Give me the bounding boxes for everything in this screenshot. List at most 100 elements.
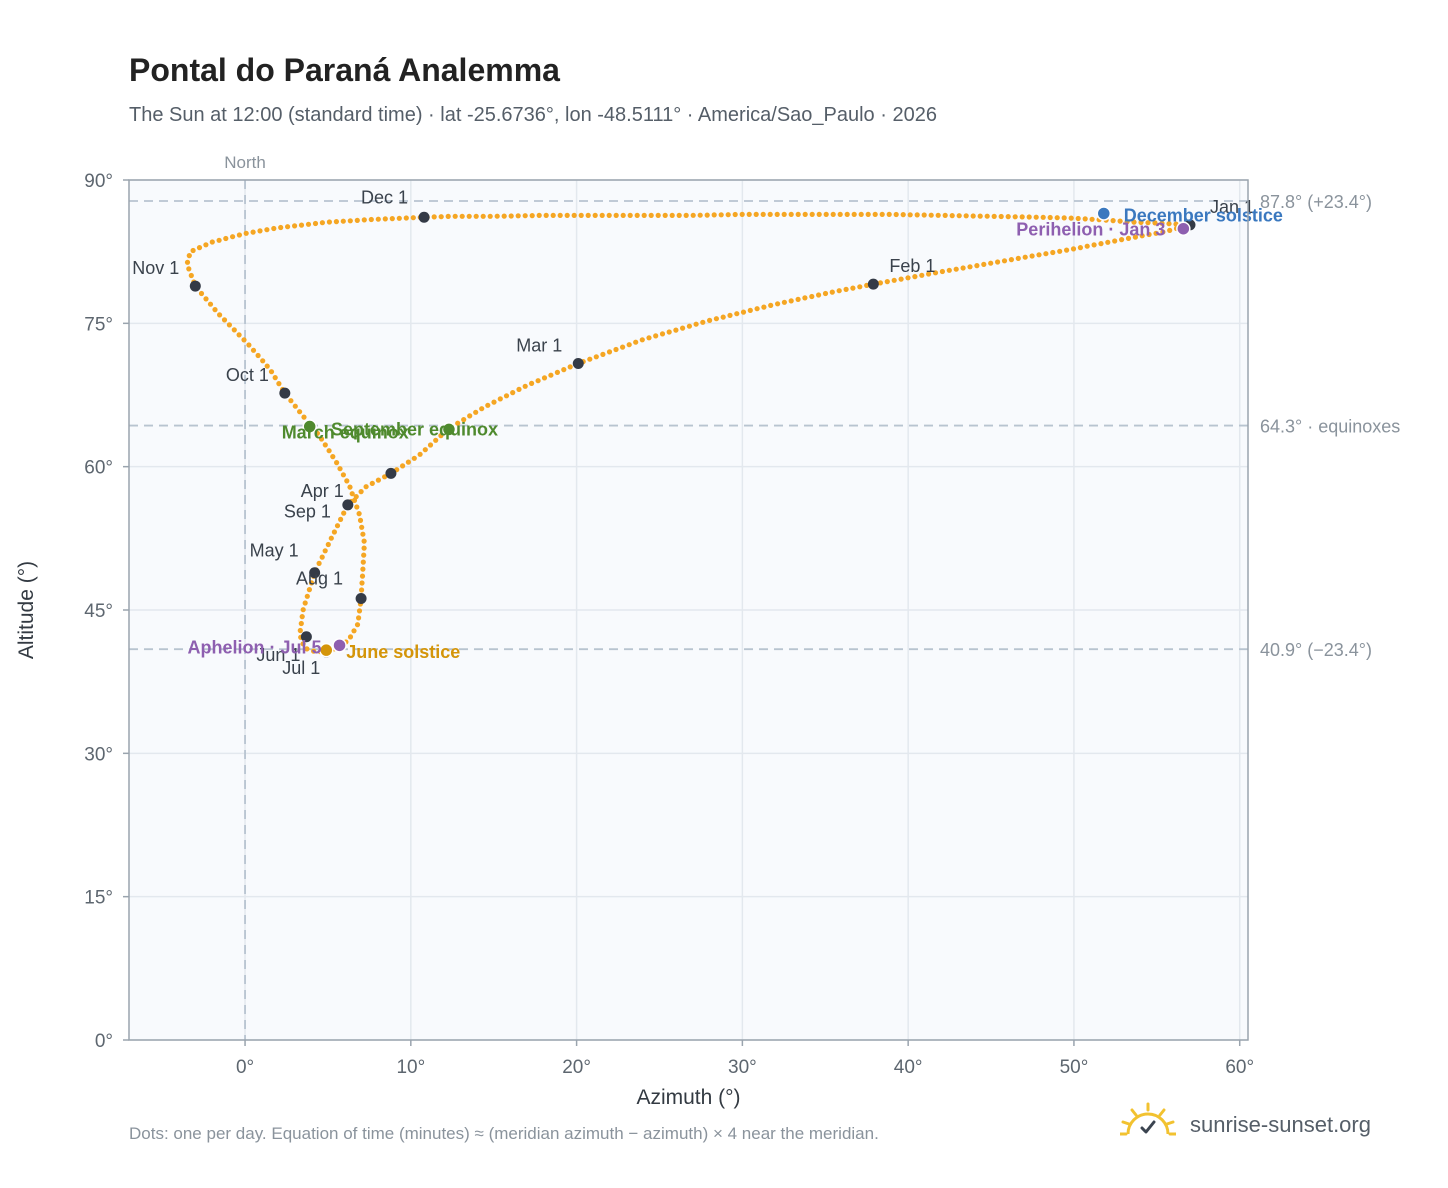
daily-dot [774, 211, 780, 217]
daily-dot [713, 316, 720, 322]
daily-dot [522, 213, 528, 219]
daily-dot [1132, 234, 1138, 240]
footnote: Dots: one per day. Equation of time (min… [129, 1124, 879, 1143]
daily-dot [760, 211, 766, 217]
daily-dot [912, 274, 918, 280]
daily-dot [587, 356, 593, 362]
daily-dot [720, 314, 726, 320]
month-marker-dot [355, 593, 367, 605]
daily-dot [865, 211, 871, 217]
month-marker-label: Jan 1 [1210, 197, 1254, 217]
event-marker-dot [319, 642, 334, 658]
daily-dot [564, 212, 570, 218]
daily-dot [802, 295, 808, 301]
daily-dot [494, 213, 500, 219]
daily-dot [410, 215, 416, 221]
daily-dot [455, 420, 461, 426]
daily-dot [727, 312, 733, 318]
daily-dot [360, 531, 366, 537]
daily-dot [301, 414, 307, 420]
y-tick-label: 30° [84, 744, 113, 765]
event-marker-dot [1096, 206, 1112, 221]
daily-dot [907, 212, 913, 218]
north-label: North [224, 153, 266, 172]
x-tick-label: 10° [396, 1057, 425, 1078]
x-axis-ticks: 0° 10° 20° 30° 40° 50° 60° [236, 1040, 1254, 1078]
daily-dot [633, 339, 639, 345]
daily-dot [1061, 215, 1067, 221]
daily-dot [292, 223, 298, 229]
daily-dot [510, 390, 516, 396]
daily-dot [516, 386, 522, 392]
daily-dot [389, 216, 395, 222]
daily-dot [361, 552, 367, 558]
daily-dot [375, 477, 381, 483]
daily-dot [217, 312, 223, 318]
daily-dot [550, 212, 556, 218]
daily-dot [334, 523, 341, 529]
daily-dot [186, 266, 192, 272]
daily-dot [984, 213, 990, 219]
page-title: Pontal do Paraná Analemma [129, 52, 560, 88]
daily-dot [417, 451, 423, 457]
daily-dot [963, 213, 969, 219]
daily-dot [357, 517, 364, 524]
daily-dot [725, 212, 731, 218]
daily-dot [627, 212, 633, 218]
daily-dot [991, 213, 997, 219]
daily-dot [823, 211, 829, 217]
daily-dot [809, 211, 815, 217]
daily-dot [361, 538, 367, 544]
brand[interactable]: sunrise-sunset.org [1120, 1102, 1400, 1148]
daily-dot [433, 437, 439, 443]
daily-dot [1166, 221, 1172, 227]
daily-dot [375, 216, 381, 222]
month-marker-label: Jun 1 [256, 645, 300, 665]
daily-dot [795, 211, 801, 217]
daily-dot [203, 296, 209, 302]
daily-dot [949, 213, 955, 219]
daily-dot [1146, 231, 1152, 238]
daily-dot [257, 228, 263, 234]
daily-dot [230, 234, 236, 240]
daily-dot [438, 433, 444, 439]
x-tick-label: 40° [894, 1057, 923, 1078]
daily-dot [634, 212, 640, 218]
month-marker-label: Dec 1 [361, 187, 408, 207]
daily-dot [285, 224, 291, 230]
month-marker-label: Mar 1 [516, 335, 562, 355]
daily-dot [473, 409, 479, 415]
daily-dot [354, 622, 361, 628]
daily-dot [1026, 214, 1032, 220]
daily-dot [707, 317, 713, 323]
daily-dot [606, 349, 613, 355]
daily-dot [1125, 235, 1132, 241]
daily-dot [872, 211, 878, 217]
event-label: December solstice [1124, 205, 1283, 225]
daily-dot [1001, 258, 1008, 264]
daily-dot [1098, 241, 1104, 247]
daily-dot [1131, 219, 1137, 225]
daily-dot [655, 212, 661, 218]
daily-dot [593, 354, 599, 360]
daily-dot [1105, 239, 1111, 245]
month-marker-label: Sep 1 [284, 501, 331, 521]
daily-dot [268, 369, 275, 375]
daily-dot [186, 253, 192, 259]
daily-dot [356, 608, 363, 614]
daily-dot [592, 212, 598, 218]
daily-dot [467, 413, 473, 419]
x-tick-label: 50° [1060, 1057, 1089, 1078]
daily-dot [360, 559, 366, 565]
daily-dot [250, 347, 257, 353]
daily-dot [316, 560, 322, 567]
daily-dot [311, 648, 317, 654]
daily-dot [1124, 219, 1130, 225]
daily-dot [347, 484, 353, 490]
daily-dot [300, 641, 306, 647]
daily-dot [515, 213, 521, 219]
daily-dot [541, 375, 548, 381]
daily-dot [382, 216, 388, 222]
